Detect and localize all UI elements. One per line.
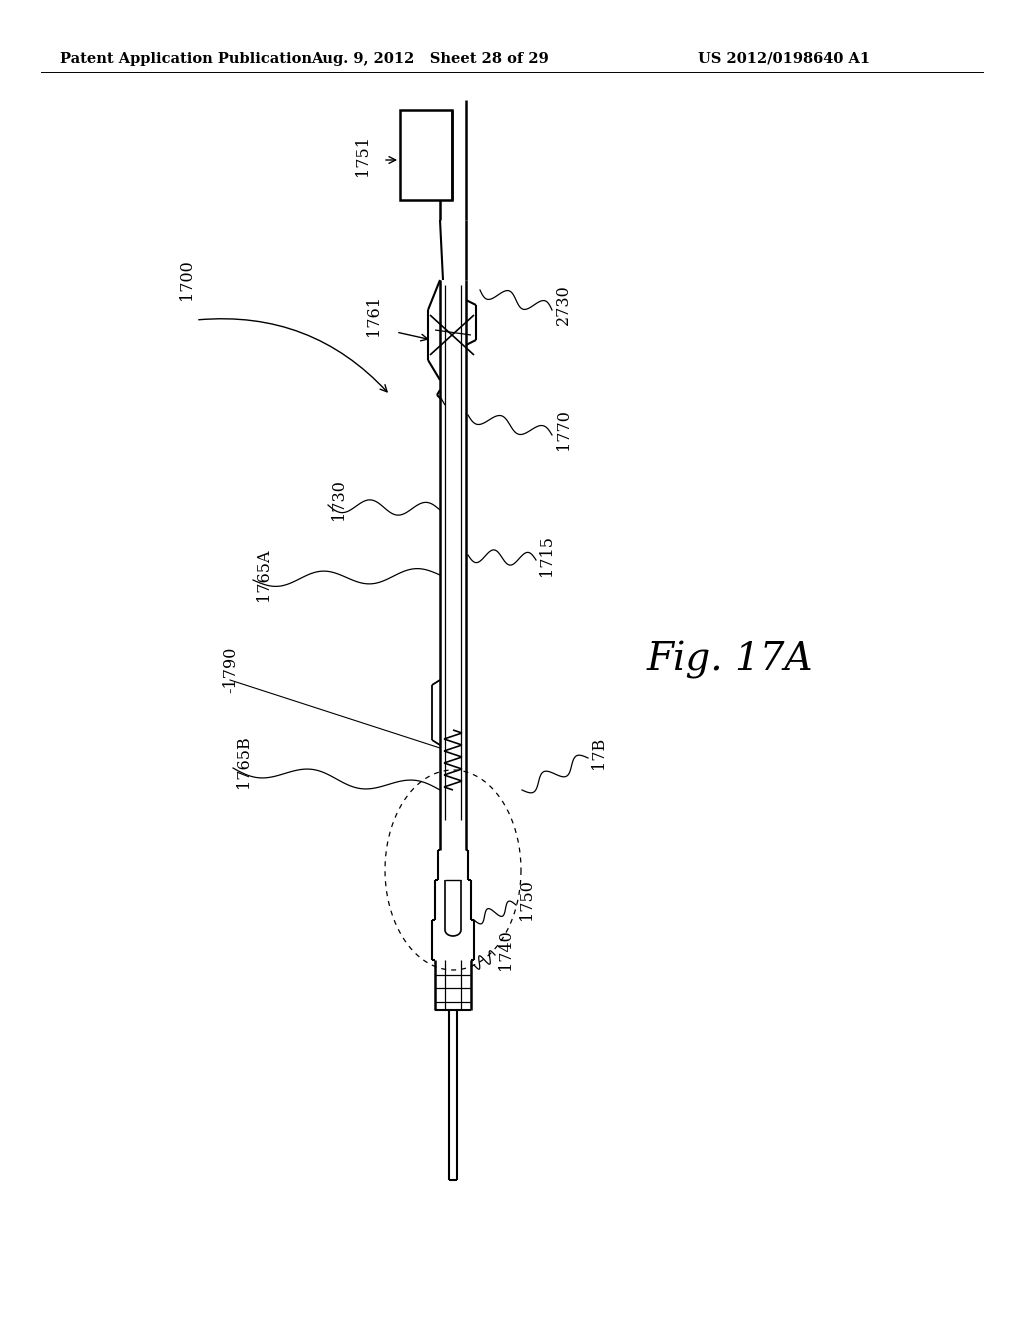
Bar bbox=[400, 110, 452, 201]
Text: 1740: 1740 bbox=[497, 929, 514, 970]
Text: 1765B: 1765B bbox=[234, 735, 252, 788]
Text: 1751: 1751 bbox=[354, 135, 371, 176]
Text: US 2012/0198640 A1: US 2012/0198640 A1 bbox=[698, 51, 870, 66]
Text: 1730: 1730 bbox=[330, 479, 347, 520]
FancyArrowPatch shape bbox=[199, 318, 387, 392]
Text: 17B: 17B bbox=[590, 737, 607, 770]
Text: 1750: 1750 bbox=[518, 879, 535, 920]
Text: 2730: 2730 bbox=[555, 285, 572, 325]
Text: Aug. 9, 2012   Sheet 28 of 29: Aug. 9, 2012 Sheet 28 of 29 bbox=[311, 51, 549, 66]
Text: 1761: 1761 bbox=[365, 294, 382, 335]
Text: Patent Application Publication: Patent Application Publication bbox=[60, 51, 312, 66]
Text: -1790: -1790 bbox=[222, 647, 239, 693]
Text: 1770: 1770 bbox=[555, 409, 572, 450]
Text: 1700: 1700 bbox=[178, 260, 195, 301]
Text: Fig. 17A: Fig. 17A bbox=[647, 642, 813, 678]
Text: 1765A: 1765A bbox=[255, 549, 272, 601]
Text: 1715: 1715 bbox=[538, 535, 555, 576]
